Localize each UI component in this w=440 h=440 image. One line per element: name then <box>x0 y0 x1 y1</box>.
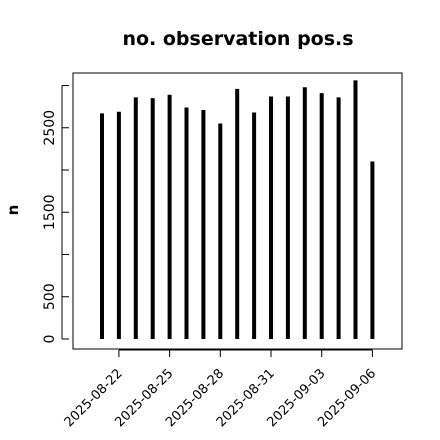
bars-group <box>100 80 375 339</box>
y-axis-label: n <box>4 205 22 216</box>
y-tick-label: 500 <box>42 283 58 310</box>
plot-frame <box>72 72 403 350</box>
chart-title: no. observation pos.s <box>122 28 353 50</box>
y-axis: 0 500 1500 2500 <box>42 85 69 344</box>
y-tick-label: 1500 <box>42 194 58 230</box>
x-axis: 2025-08-222025-08-252025-08-282025-08-31… <box>62 349 379 430</box>
y-tick-label: 0 <box>42 335 58 344</box>
y-tick-label: 2500 <box>42 110 58 146</box>
